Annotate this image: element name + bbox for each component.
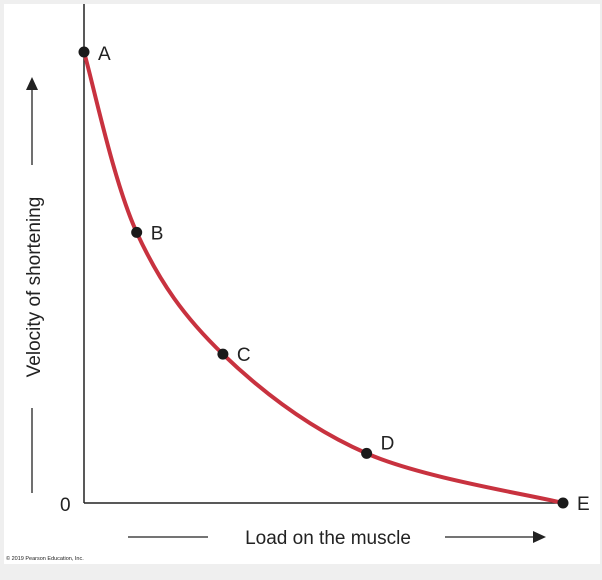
data-label-c: C <box>237 345 251 366</box>
data-label-a: A <box>98 44 111 65</box>
data-point-e <box>557 497 569 509</box>
data-point-c <box>217 348 229 360</box>
data-label-b: B <box>151 223 164 244</box>
x-axis-label: Load on the muscle <box>245 528 411 549</box>
origin-label: 0 <box>60 495 71 516</box>
data-label-d: D <box>381 433 395 454</box>
x-arrow-head-icon <box>533 531 546 543</box>
data-point-b <box>131 226 143 238</box>
data-point-d <box>361 447 373 459</box>
force-velocity-curve <box>82 50 565 505</box>
y-arrow-head-icon <box>26 77 38 90</box>
data-label-e: E <box>577 494 590 515</box>
figure-panel <box>4 4 600 564</box>
y-axis-label: Velocity of shortening <box>24 197 45 378</box>
x-axis-label-group: Load on the muscle <box>128 528 546 549</box>
copyright-text: © 2019 Pearson Education, Inc. <box>6 555 84 562</box>
y-axis-label-group: Velocity of shortening <box>24 77 45 493</box>
data-point-a <box>78 46 90 58</box>
